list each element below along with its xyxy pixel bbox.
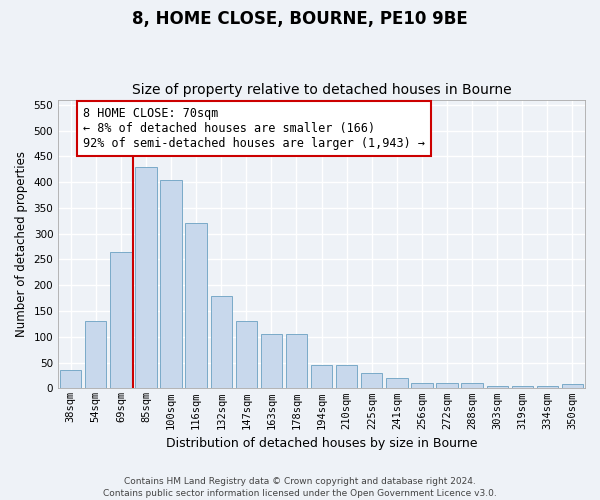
Bar: [386, 378, 407, 388]
Bar: [160, 180, 182, 388]
Bar: [60, 370, 82, 388]
Bar: [512, 386, 533, 388]
Bar: [211, 296, 232, 388]
Bar: [136, 166, 157, 388]
Bar: [411, 383, 433, 388]
Bar: [336, 365, 358, 388]
Bar: [110, 252, 131, 388]
Title: Size of property relative to detached houses in Bourne: Size of property relative to detached ho…: [132, 83, 511, 97]
Bar: [311, 365, 332, 388]
Bar: [562, 384, 583, 388]
Bar: [461, 383, 483, 388]
Y-axis label: Number of detached properties: Number of detached properties: [15, 151, 28, 337]
Text: 8, HOME CLOSE, BOURNE, PE10 9BE: 8, HOME CLOSE, BOURNE, PE10 9BE: [132, 10, 468, 28]
Bar: [537, 386, 558, 388]
Bar: [361, 373, 382, 388]
Bar: [436, 383, 458, 388]
Bar: [236, 322, 257, 388]
Text: 8 HOME CLOSE: 70sqm
← 8% of detached houses are smaller (166)
92% of semi-detach: 8 HOME CLOSE: 70sqm ← 8% of detached hou…: [83, 108, 425, 150]
Text: Contains HM Land Registry data © Crown copyright and database right 2024.
Contai: Contains HM Land Registry data © Crown c…: [103, 476, 497, 498]
Bar: [185, 224, 207, 388]
Bar: [261, 334, 282, 388]
X-axis label: Distribution of detached houses by size in Bourne: Distribution of detached houses by size …: [166, 437, 478, 450]
Bar: [85, 322, 106, 388]
Bar: [487, 386, 508, 388]
Bar: [286, 334, 307, 388]
